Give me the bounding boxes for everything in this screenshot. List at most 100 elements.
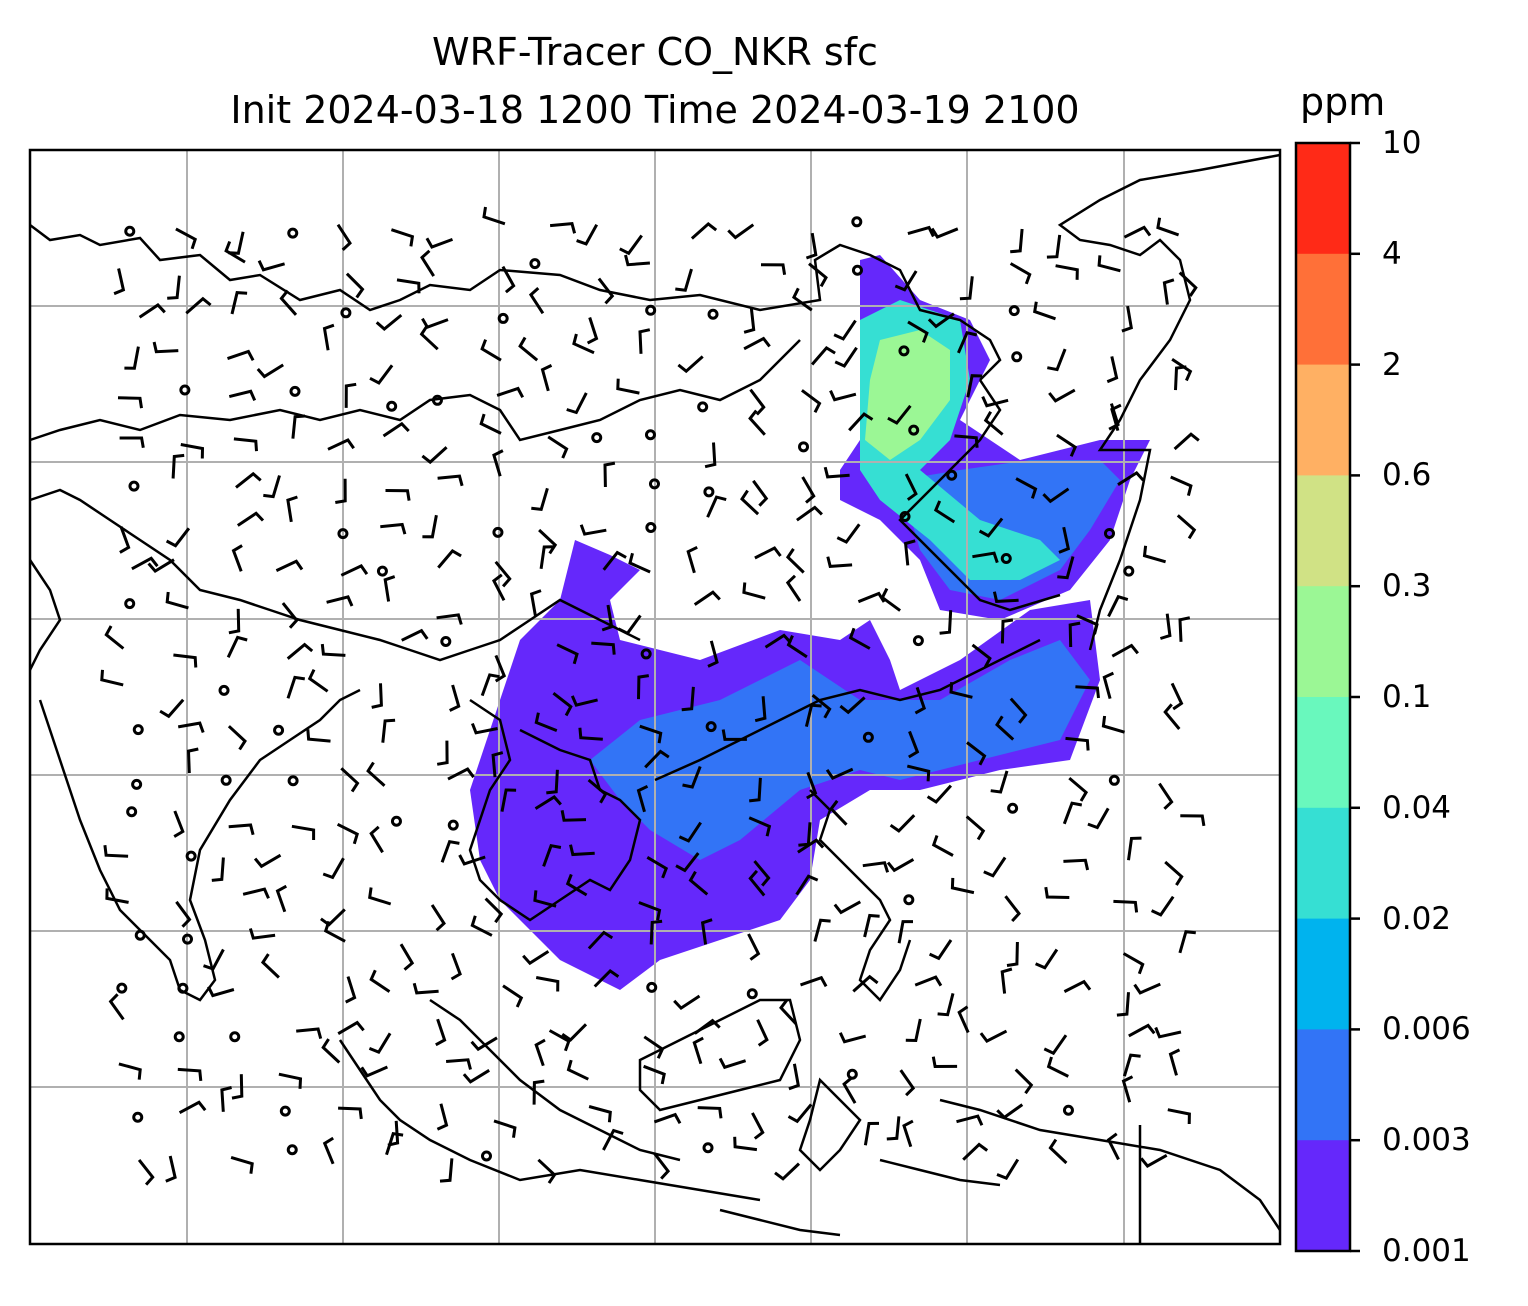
wind-barb (462, 1069, 490, 1084)
wind-barb (1170, 682, 1184, 711)
calm-wind-marker (1103, 527, 1115, 539)
wind-barb (228, 608, 241, 635)
calm-wind-marker (1123, 565, 1135, 577)
map-border (28, 148, 1282, 1246)
wind-barb (484, 897, 504, 924)
wind-barb (534, 1038, 546, 1067)
calm-wind-marker (899, 510, 911, 522)
calm-wind-marker (591, 432, 603, 444)
wind-barb (779, 998, 798, 1025)
wind-barb (385, 1132, 404, 1156)
wind-barb (795, 874, 819, 896)
wind-barb (496, 386, 525, 399)
calm-wind-marker (908, 424, 920, 436)
wind-barb (957, 330, 978, 354)
wind-barb (447, 767, 475, 781)
calm-wind-marker (131, 778, 143, 790)
wind-barb (533, 890, 557, 908)
wind-barb (1178, 271, 1198, 297)
wind-barb (327, 438, 355, 451)
wind-barb (175, 227, 198, 250)
wind-barb (1123, 225, 1152, 239)
wind-barb (552, 692, 573, 717)
wind-barb (152, 341, 179, 354)
calm-wind-marker (648, 478, 660, 490)
wind-barb (344, 382, 357, 408)
wind-barb (748, 409, 766, 436)
colorbar-segment (1296, 143, 1350, 255)
wind-barb (619, 234, 643, 256)
calm-wind-marker (289, 385, 301, 397)
wind-barb (178, 1100, 207, 1115)
wind-barb (752, 479, 769, 507)
wind-barb (1065, 736, 1090, 751)
wind-barb (561, 1023, 588, 1042)
calm-wind-marker (1007, 802, 1019, 814)
wind-barb (131, 556, 159, 571)
calm-wind-marker (1000, 552, 1012, 564)
wind-barb (380, 522, 407, 535)
wind-barb (597, 277, 615, 305)
wind-barb (971, 643, 992, 668)
colorbar-tick-label: 10 (1382, 125, 1422, 161)
wind-barb (224, 240, 246, 264)
wind-barb (1122, 952, 1145, 975)
wind-barb (230, 291, 248, 315)
wind-barb (113, 268, 126, 296)
wind-barb (937, 993, 955, 1017)
wind-barb (1009, 697, 1028, 724)
wind-barb (445, 1058, 472, 1070)
calm-wind-marker (645, 304, 657, 316)
wind-barb (808, 262, 828, 288)
wind-barb (1035, 948, 1059, 970)
wind-barb (852, 974, 879, 993)
wind-barb (800, 975, 828, 988)
wind-barb (286, 675, 306, 699)
calm-wind-marker (640, 648, 652, 660)
wind-barb (1107, 594, 1129, 618)
wind-barb (233, 437, 258, 452)
calm-wind-marker (646, 981, 658, 993)
colorbar-tick-label: 4 (1382, 235, 1402, 272)
wind-barb (296, 1027, 323, 1039)
wind-barb (119, 526, 131, 554)
wind-barb (412, 982, 439, 995)
wind-barb (1004, 895, 1021, 923)
wind-barb (103, 845, 129, 858)
wind-barb (436, 740, 449, 766)
wind-barb (306, 729, 331, 743)
wind-barb (437, 548, 462, 569)
wind-barb (159, 698, 185, 719)
wind-barb (862, 861, 890, 873)
wind-barb (1156, 217, 1180, 237)
wind-barb (908, 730, 920, 759)
calm-wind-marker (286, 1144, 298, 1156)
wind-barb (681, 686, 695, 712)
wind-barb (579, 524, 607, 536)
wind-barb (1176, 514, 1197, 540)
calm-wind-marker (480, 1150, 492, 1162)
wind-barb (502, 984, 524, 1008)
chart-title-line1: WRF-Tracer CO_NKR sfc (432, 30, 878, 74)
wind-barb (740, 489, 760, 516)
wind-barb (978, 517, 1004, 538)
colorbar-segment (1296, 586, 1350, 698)
wind-barb (108, 993, 125, 1021)
calm-wind-marker (124, 598, 136, 610)
wind-barb (171, 453, 185, 479)
wind-barb (1062, 801, 1083, 825)
wind-barb (624, 254, 651, 267)
wind-barb (1122, 1053, 1141, 1077)
wind-barb (749, 777, 762, 803)
wind-barb (449, 684, 461, 712)
wind-barb (471, 722, 498, 735)
wind-barb (147, 558, 175, 574)
wind-barb (1142, 545, 1167, 564)
wind-barb (1158, 782, 1174, 810)
wind-barb (1047, 348, 1067, 372)
wind-barb (1014, 1068, 1034, 1095)
wind-barb (369, 364, 394, 385)
wind-barb (788, 1063, 801, 1091)
wind-barb (470, 915, 493, 937)
wind-barb (518, 336, 539, 362)
